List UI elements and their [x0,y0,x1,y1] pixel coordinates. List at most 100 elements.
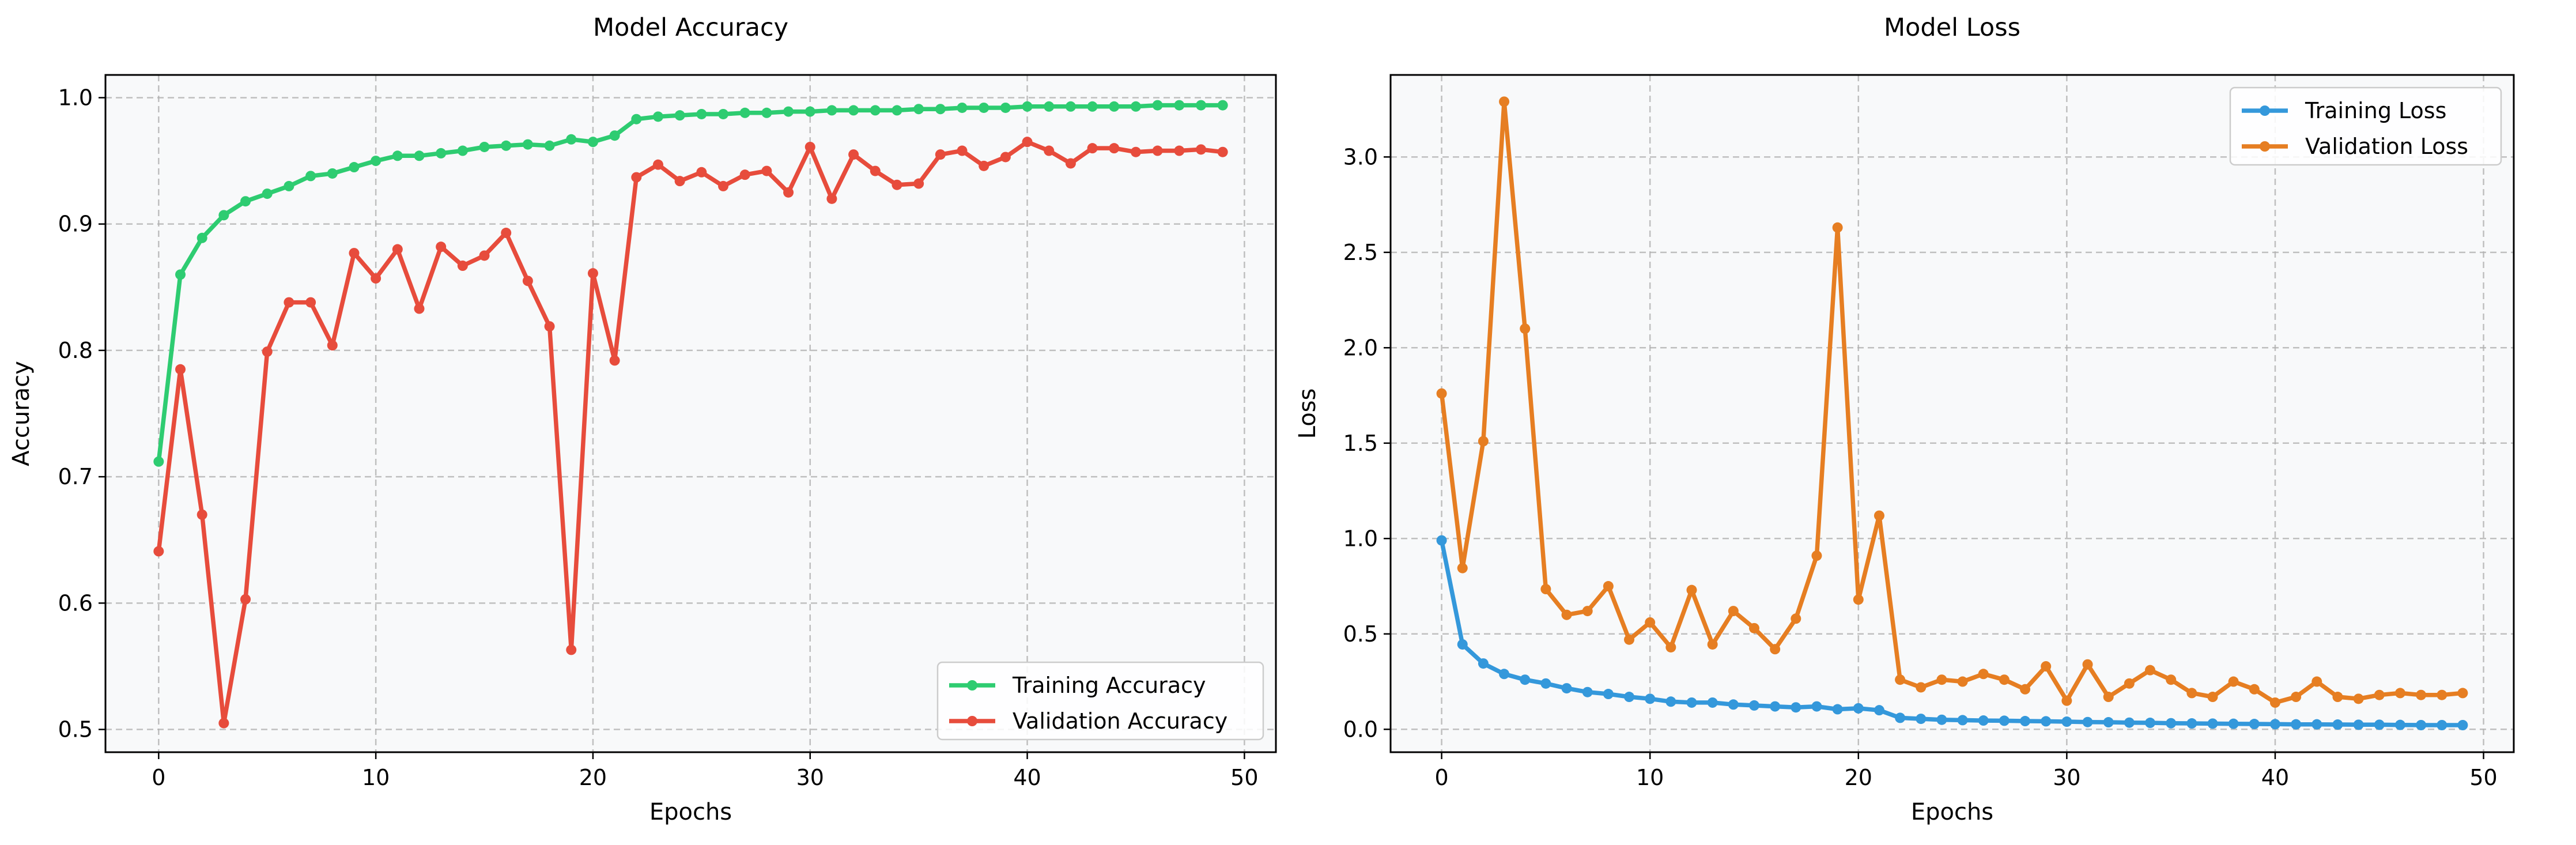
data-point [262,346,273,357]
data-point [2186,688,2197,699]
data-point [457,261,468,271]
data-point [284,297,294,308]
data-point [1957,715,1968,726]
data-point [1457,639,1468,650]
data-point [1582,606,1593,617]
data-point [1916,714,1927,725]
data-point [2437,689,2447,700]
x-tick-label: 0 [1434,765,1448,790]
data-point [284,180,294,191]
data-point [522,139,533,150]
data-point [1978,669,1989,680]
data-point [1540,678,1551,689]
data-point [2416,689,2427,700]
data-point [1109,101,1120,112]
data-point [1130,101,1141,112]
data-point [870,105,881,116]
data-point [1065,158,1076,169]
chart-panel-2: 0 10 20 30 40 50 0.0 0.5 1.0 1.5 2.0 2.5 3.0 Model Lo… [1294,13,2515,825]
chart-panel-1: 0 10 20 30 40 50 0.5 0.6 0.7 0.8 0.9 1.0 Model Accur… [8,13,1277,825]
data-point [1044,145,1055,156]
data-point [1624,634,1635,645]
data-point [1022,137,1033,148]
data-point [2166,674,2177,685]
data-point [479,250,490,261]
data-point [2311,719,2322,730]
data-point [305,297,316,308]
data-point [1874,510,1884,521]
data-point [2166,718,2177,729]
data-point [175,269,186,280]
data-point [2103,717,2114,728]
data-point [2228,718,2239,729]
data-point [436,242,447,252]
data-point [1645,617,1656,628]
data-point [1686,584,1697,595]
data-point [1436,388,1447,399]
data-point [1582,686,1593,697]
data-point [913,178,924,189]
data-point [2394,719,2405,730]
data-point [1936,714,1947,725]
data-point [262,188,273,199]
data-point [1130,146,1141,157]
data-point [957,102,968,113]
data-point [1022,101,1033,112]
data-point [218,718,229,729]
y-axis-label: Loss [1294,388,1321,439]
x-tick-label: 10 [1636,765,1664,790]
data-point [1916,682,1927,693]
x-tick-label: 50 [1230,765,1258,790]
x-tick-label: 30 [2053,765,2080,790]
data-point [1540,584,1551,595]
data-point [2082,716,2093,727]
data-point [392,150,403,161]
data-point [2124,678,2135,689]
data-point [436,148,447,159]
legend-box [2229,86,2502,166]
x-tick-label: 40 [1013,765,1041,790]
data-point [1624,692,1635,703]
data-point [1665,642,1676,652]
data-point [2291,692,2302,703]
data-point [2207,692,2218,703]
x-tick-label: 0 [152,765,165,790]
data-point [2186,718,2197,729]
data-point [1874,705,1884,716]
data-point [892,179,902,190]
data-point [2124,717,2135,728]
legend-swatch-marker [967,716,977,726]
data-point [544,140,555,151]
data-point [1728,606,1739,617]
data-point [2374,719,2385,730]
data-point [2332,692,2343,703]
data-point [153,456,164,467]
data-point [587,268,598,279]
data-point [544,321,555,332]
x-tick-label: 20 [1845,765,1872,790]
data-point [1065,101,1076,112]
data-point [1957,676,1968,687]
data-point [1728,699,1739,710]
data-point [1152,100,1163,111]
data-point [979,160,989,171]
data-point [392,244,403,255]
data-point [718,108,729,119]
data-point [848,149,859,160]
data-point [652,111,663,122]
data-point [1853,594,1864,605]
data-point [1707,697,1718,708]
data-point [913,104,924,115]
data-point [2269,697,2280,708]
data-point [501,140,512,151]
y-tick-label: 0.6 [58,590,93,616]
data-point [674,176,685,187]
data-point [1000,102,1011,113]
y-tick-label: 0.8 [58,338,93,363]
data-point [371,273,382,284]
x-tick-label: 40 [2261,765,2289,790]
legend-label: Training Accuracy [1012,673,1206,698]
data-point [1645,693,1656,704]
data-point [1853,703,1864,714]
data-point [1087,101,1098,112]
